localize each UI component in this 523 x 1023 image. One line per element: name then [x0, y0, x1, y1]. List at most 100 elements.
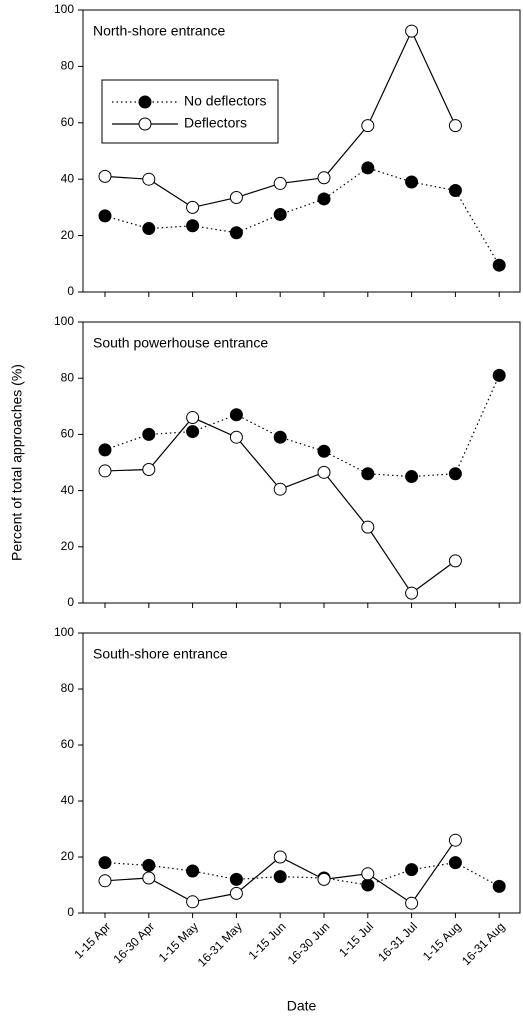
- y-tick-label: 80: [61, 370, 75, 384]
- data-point: [229, 430, 243, 444]
- data-point: [405, 175, 419, 189]
- y-tick-label: 100: [54, 314, 74, 328]
- series-line: [104, 416, 456, 595]
- data-point: [361, 520, 375, 534]
- data-point: [229, 408, 243, 422]
- y-tick-label: 60: [61, 427, 75, 441]
- data-point: [405, 470, 419, 484]
- data-point: [142, 858, 156, 872]
- data-point: [186, 200, 200, 214]
- data-point: [405, 863, 419, 877]
- data-point: [448, 856, 462, 870]
- legend-box: [101, 79, 279, 144]
- data-point: [273, 207, 287, 221]
- x-tick-label: 1-15 Apr: [71, 919, 113, 961]
- data-point: [186, 411, 200, 425]
- data-point: [273, 430, 287, 444]
- legend-label: No deflectors: [184, 93, 266, 109]
- data-point: [361, 878, 375, 892]
- data-point: [142, 427, 156, 441]
- y-tick-label: 20: [61, 228, 75, 242]
- data-point: [229, 872, 243, 886]
- data-point: [142, 871, 156, 885]
- data-point: [186, 864, 200, 878]
- panel-title: South-shore entrance: [93, 646, 228, 662]
- plot-frame: [82, 632, 521, 914]
- data-point: [229, 226, 243, 240]
- data-point: [361, 119, 375, 133]
- data-point: [273, 870, 287, 884]
- data-point: [361, 467, 375, 481]
- data-point: [273, 482, 287, 496]
- data-point: [273, 850, 287, 864]
- y-tick-label: 60: [61, 737, 75, 751]
- plot-frame: [82, 9, 521, 293]
- data-point: [317, 465, 331, 479]
- x-tick-label: 16-30 Apr: [110, 919, 157, 966]
- data-point: [98, 169, 112, 183]
- y-tick-label: 100: [54, 2, 74, 16]
- data-point: [317, 171, 331, 185]
- data-point: [186, 425, 200, 439]
- data-point: [142, 463, 156, 477]
- x-tick-label: 16-31 Aug: [459, 919, 508, 968]
- data-point: [448, 833, 462, 847]
- data-point: [361, 161, 375, 175]
- legend-label: Deflectors: [184, 115, 247, 131]
- data-point: [98, 856, 112, 870]
- x-tick-label: 1-15 Aug: [420, 919, 464, 963]
- data-point: [492, 258, 506, 272]
- data-point: [229, 191, 243, 205]
- x-tick-label: 1-15 Jul: [336, 919, 376, 959]
- data-point: [317, 872, 331, 886]
- data-point: [448, 183, 462, 197]
- y-tick-label: 0: [67, 284, 74, 298]
- y-tick-label: 20: [61, 539, 75, 553]
- y-axis-label: Percent of total approaches (%): [9, 364, 25, 561]
- x-tick-label: 1-15 Jun: [246, 919, 289, 962]
- data-point: [405, 896, 419, 910]
- y-tick-label: 40: [61, 793, 75, 807]
- x-tick-label: 16-31 Jul: [375, 919, 420, 964]
- data-point: [448, 554, 462, 568]
- x-axis-label: Date: [287, 998, 317, 1014]
- y-tick-label: 80: [61, 681, 75, 695]
- plot-frame: [82, 321, 521, 604]
- x-tick-label: 1-15 May: [156, 919, 201, 964]
- y-tick-label: 40: [61, 483, 75, 497]
- data-point: [142, 222, 156, 236]
- series-line: [104, 167, 500, 266]
- data-point: [98, 443, 112, 457]
- data-point: [317, 444, 331, 458]
- data-point: [317, 192, 331, 206]
- data-point: [98, 209, 112, 223]
- data-point: [405, 586, 419, 600]
- legend-marker: [138, 95, 152, 109]
- y-tick-label: 80: [61, 59, 75, 73]
- data-point: [361, 867, 375, 881]
- data-point: [186, 219, 200, 233]
- y-tick-label: 100: [54, 625, 74, 639]
- data-point: [98, 874, 112, 888]
- y-tick-label: 0: [67, 595, 74, 609]
- data-point: [273, 176, 287, 190]
- y-tick-label: 0: [67, 905, 74, 919]
- panel-title: North-shore entrance: [93, 23, 226, 39]
- data-point: [448, 467, 462, 481]
- data-point: [448, 119, 462, 133]
- series-line: [104, 375, 500, 478]
- data-point: [98, 464, 112, 478]
- x-tick-label: 16-30 Jun: [285, 919, 333, 967]
- data-point: [229, 886, 243, 900]
- panel-title: South powerhouse entrance: [93, 335, 268, 351]
- x-tick-label: 16-31 May: [195, 919, 245, 969]
- data-point: [142, 172, 156, 186]
- data-point: [492, 879, 506, 893]
- y-tick-label: 60: [61, 115, 75, 129]
- y-tick-label: 20: [61, 849, 75, 863]
- series-line: [104, 861, 500, 887]
- data-point: [492, 368, 506, 382]
- y-tick-label: 40: [61, 171, 75, 185]
